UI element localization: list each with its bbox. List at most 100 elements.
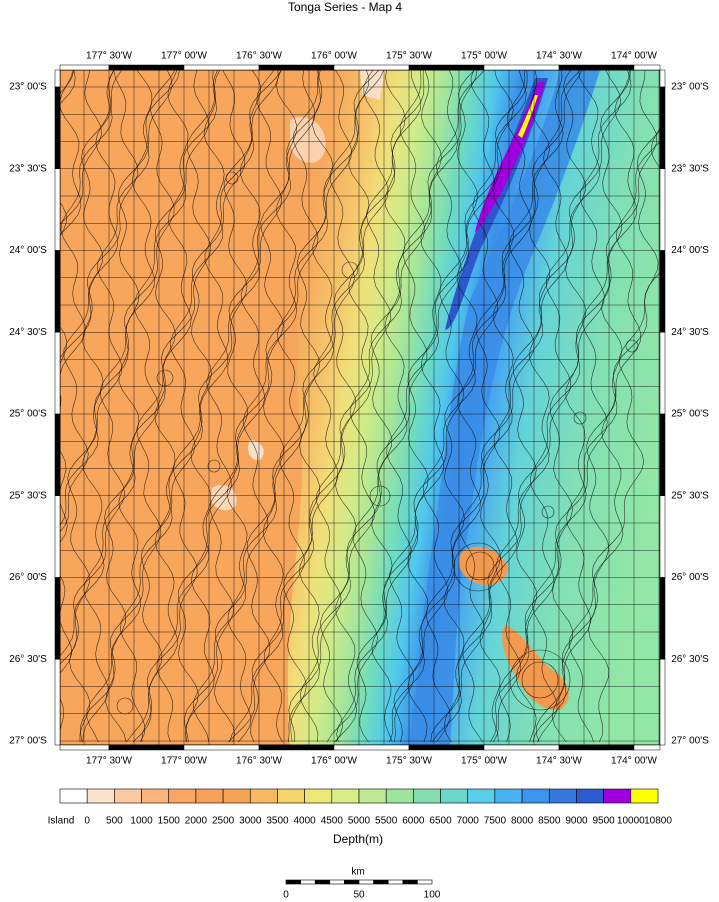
contour — [407, 70, 527, 743]
coordinate-labels: 177° 30'W 177° 30'W 177° 00'W 177° 00'W 176°… — [9, 51, 709, 767]
border-segment — [54, 250, 61, 333]
legend-label: 10000 — [617, 816, 645, 827]
latitude-label: 23° 30'S — [9, 163, 47, 174]
contour — [156, 369, 174, 387]
scale-label: 100 — [424, 890, 441, 901]
legend-swatch — [494, 788, 523, 804]
legend-label: 1500 — [158, 816, 181, 827]
contour — [105, 70, 218, 743]
bathymetry — [60, 70, 660, 745]
scale-segment — [358, 879, 374, 885]
contour — [453, 542, 503, 592]
contour — [371, 70, 485, 743]
border-segment — [54, 577, 61, 660]
contour — [430, 70, 550, 743]
scale-label: 50 — [353, 890, 365, 901]
longitude-label: 176° 00'W — [311, 756, 357, 767]
latitude-label: 25° 00'S — [9, 409, 47, 420]
contour — [60, 70, 114, 392]
contour — [532, 70, 637, 743]
contour — [207, 459, 221, 473]
legend-label: 2500 — [212, 816, 235, 827]
latitude-label: 24° 00'S — [671, 245, 709, 256]
contour — [443, 70, 564, 743]
longitude-label: 174° 00'W — [611, 51, 657, 62]
contour — [319, 70, 425, 743]
contour — [541, 505, 555, 519]
longitude-label: 177° 30'W — [86, 756, 132, 767]
contour — [80, 70, 189, 743]
contour — [228, 70, 334, 743]
contour — [227, 70, 320, 743]
contour — [178, 70, 282, 743]
legend-swatch — [385, 788, 414, 804]
legend-swatch — [277, 788, 305, 804]
latitude-label: 24° 30'S — [9, 327, 47, 338]
contour — [120, 70, 221, 743]
legend-swatch — [141, 788, 170, 804]
legend-swatch — [331, 788, 360, 804]
legend-swatch — [413, 788, 441, 804]
legend-label: 4500 — [321, 816, 344, 827]
contour — [531, 70, 631, 743]
longitude-label: 175° 00'W — [461, 756, 507, 767]
border-segment — [258, 744, 335, 751]
longitude-label: 175° 30'W — [386, 756, 432, 767]
contour — [389, 70, 478, 743]
contour — [515, 70, 632, 743]
contour-lines — [60, 70, 660, 743]
contour — [288, 70, 406, 743]
legend-label: 7000 — [457, 816, 480, 827]
scale-segment — [344, 879, 360, 885]
longitude-label: 176° 00'W — [311, 51, 357, 62]
trench-deepest — [518, 95, 538, 138]
legend-swatch — [440, 788, 469, 804]
contour — [625, 339, 639, 353]
scale-segment — [402, 879, 418, 885]
contour — [573, 411, 587, 425]
contour — [69, 70, 180, 743]
legend-swatch — [249, 788, 278, 804]
legend-swatch — [195, 788, 224, 804]
contour — [156, 70, 279, 743]
contour — [490, 70, 601, 743]
contour — [521, 661, 559, 699]
border-segment — [659, 69, 666, 88]
map-title: Tonga Series - Map 4 — [288, 0, 402, 14]
border-segment — [659, 577, 666, 660]
contour — [141, 70, 261, 743]
contour — [389, 70, 495, 743]
contour — [509, 649, 571, 711]
border-segment — [659, 495, 666, 578]
scale-segment — [300, 879, 316, 885]
scale-segment — [285, 879, 301, 885]
latitude-label: 23° 00'S — [9, 82, 47, 93]
legend-label: 7500 — [484, 816, 507, 827]
latitude-label: 23° 30'S — [671, 163, 709, 174]
border-segment — [558, 744, 635, 751]
latitude-label: 27° 00'S — [671, 736, 709, 747]
seamount — [502, 625, 569, 711]
contour — [184, 70, 298, 743]
legend-label: 10800 — [644, 816, 672, 827]
legend-swatch — [222, 788, 251, 804]
contour — [334, 70, 426, 743]
shallow-plateau — [60, 70, 303, 745]
legend-label: Island — [48, 816, 75, 827]
contour — [336, 70, 459, 743]
legend-label: 9000 — [565, 816, 588, 827]
legend-label: 3500 — [266, 816, 289, 827]
contour — [60, 70, 82, 236]
border-segment — [59, 744, 110, 751]
legend-swatch — [59, 788, 88, 804]
scale-segment — [417, 879, 433, 885]
contour — [60, 70, 123, 543]
border-segment — [108, 64, 185, 71]
contour — [326, 70, 442, 743]
border-segment — [54, 86, 61, 169]
trench — [410, 70, 600, 745]
legend-swatch — [521, 788, 550, 804]
longitude-label: 176° 30'W — [236, 51, 282, 62]
border-segment — [54, 413, 61, 496]
